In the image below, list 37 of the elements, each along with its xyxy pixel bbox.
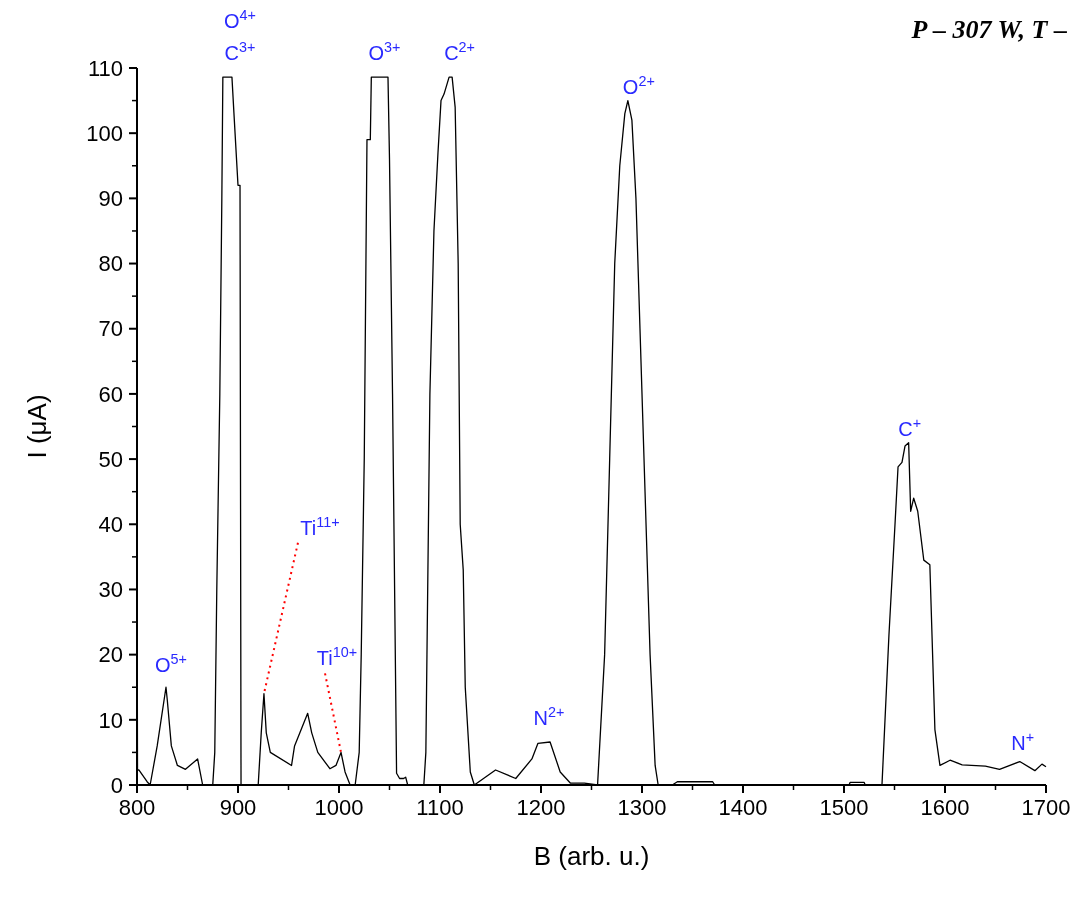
x-tick-label: 1100 — [416, 795, 464, 820]
y-tick-label: 80 — [98, 251, 123, 277]
x-tick-label: 1300 — [617, 795, 667, 820]
x-tick-label: 800 — [118, 795, 156, 820]
y-tick-label: 40 — [98, 511, 123, 537]
x-tick-label: 1200 — [516, 795, 566, 820]
annotation: C$^{3+}$ — [224, 39, 256, 65]
x-tick-label: 1400 — [718, 795, 768, 820]
annotation: O$^{5+}$ — [154, 651, 187, 677]
x-tick-label: 1600 — [920, 795, 970, 820]
y-tick-label: 30 — [98, 577, 123, 603]
x-axis-title: B (arb. u.) — [533, 841, 650, 871]
pointer-note: Ti$^{10+}$ — [316, 644, 358, 754]
annotation: N$^{+}$ — [1011, 728, 1035, 754]
annotation: O$^{4+}$ — [223, 7, 256, 33]
y-tick-label: 20 — [98, 642, 123, 668]
y-axis-title: I (μA) — [22, 394, 52, 459]
x-tick-label: 1500 — [819, 795, 869, 820]
y-tick-label: 70 — [98, 316, 123, 342]
annotation: C$^{2+}$ — [444, 39, 476, 65]
annotation: O$^{2+}$ — [622, 72, 655, 98]
y-tick-label: 60 — [98, 381, 123, 407]
y-tick-label: 10 — [98, 707, 123, 733]
annotation: O$^{3+}$ — [368, 39, 401, 65]
x-tick-label: 1000 — [314, 795, 364, 820]
y-tick-label: 110 — [87, 55, 123, 81]
annotation: C$^{+}$ — [898, 414, 922, 440]
y-tick-label: 90 — [98, 186, 123, 212]
annotation: N$^{2+}$ — [533, 703, 565, 729]
y-tick-label: 100 — [86, 120, 123, 146]
chart-title: P – 307 W, T – — [910, 15, 1067, 44]
annotation: Ti$^{11+}$ — [300, 513, 340, 539]
x-tick-label: 900 — [219, 795, 257, 820]
y-tick-label: 50 — [98, 446, 123, 472]
y-tick-label: 0 — [110, 772, 123, 798]
annotation: Ti$^{10+}$ — [316, 644, 358, 670]
x-tick-label: 1700 — [1021, 795, 1071, 820]
